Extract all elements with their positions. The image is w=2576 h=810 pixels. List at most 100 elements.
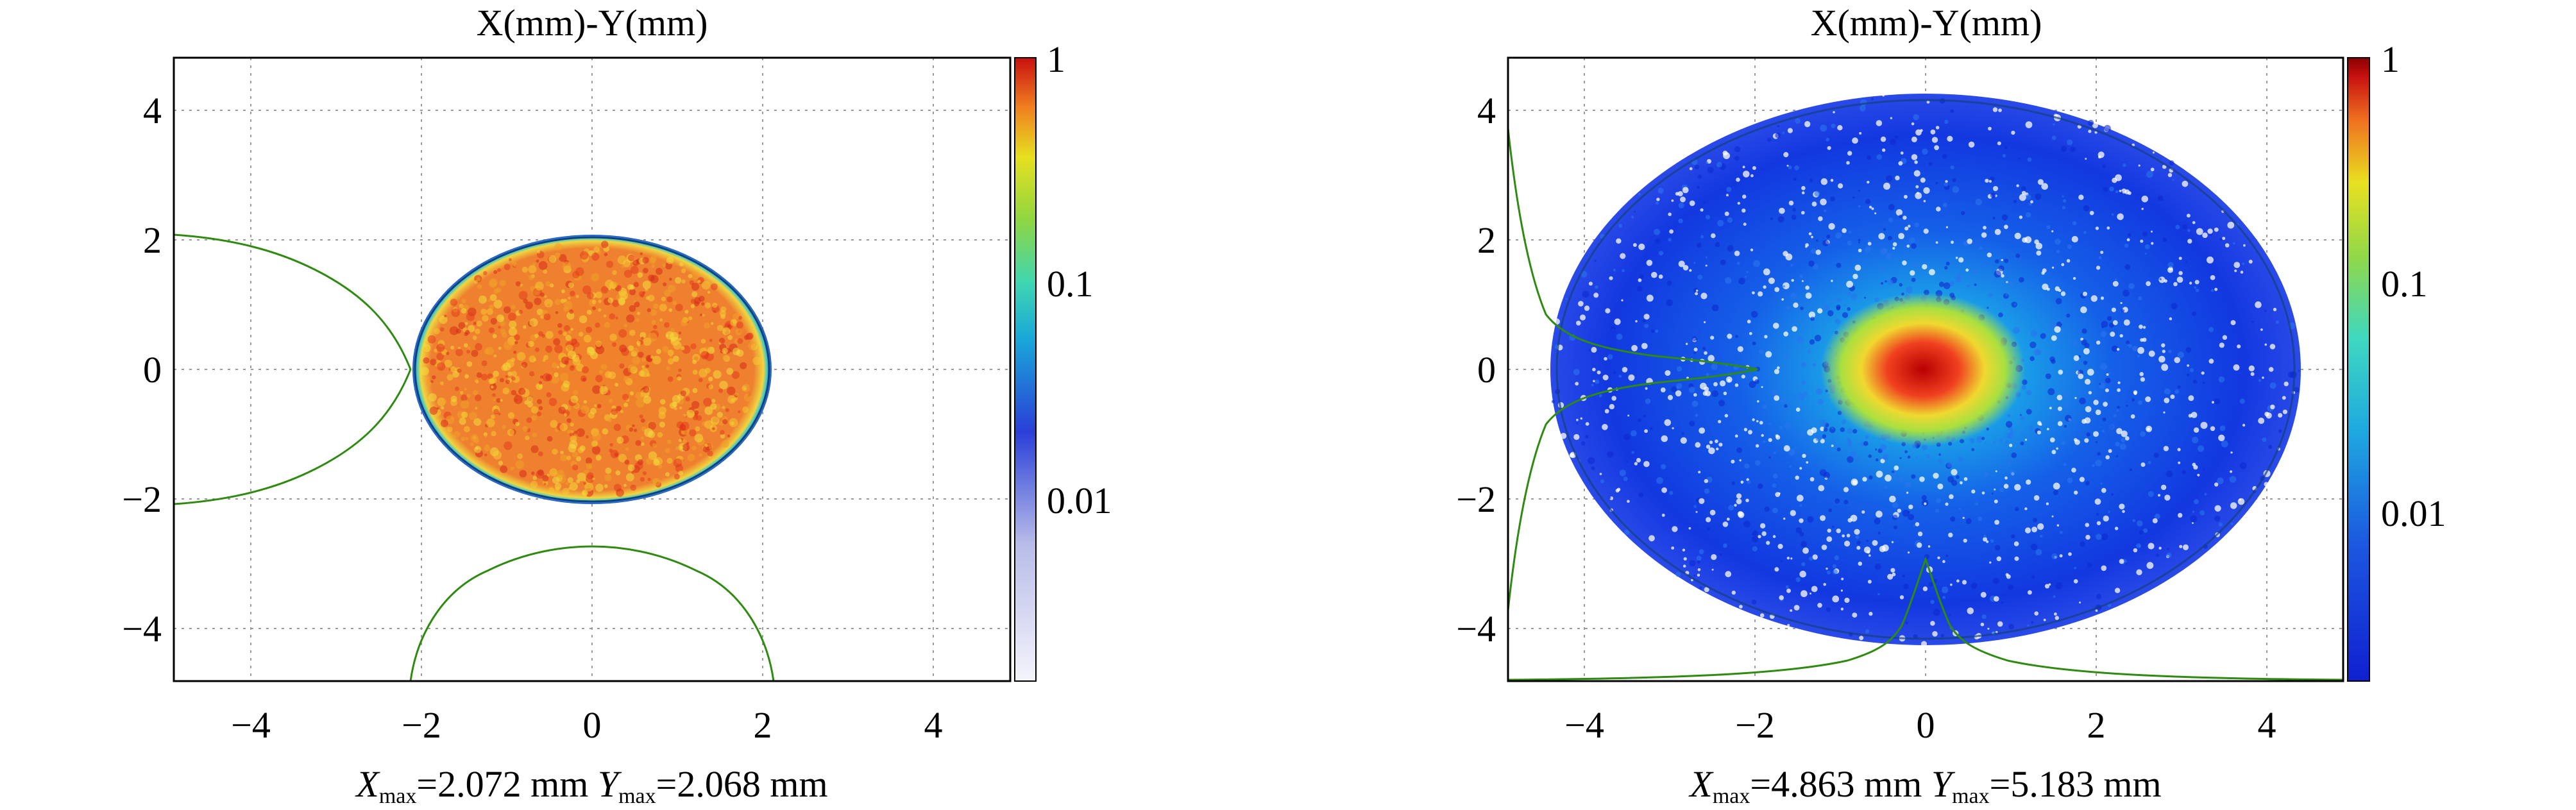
speckle-dot xyxy=(1651,271,1657,278)
speckle-dot xyxy=(1827,528,1831,533)
speckle-dot xyxy=(515,393,518,397)
speckle-dot xyxy=(1704,321,1706,323)
speckle-dot xyxy=(498,326,501,329)
speckle-dot xyxy=(1865,629,1870,634)
speckle-dot xyxy=(648,451,657,460)
speckle-dot xyxy=(1616,487,1621,491)
speckle-dot xyxy=(1805,292,1812,299)
speckle-dot xyxy=(1660,387,1666,392)
speckle-dot xyxy=(2096,534,2102,540)
speckle-dot xyxy=(2132,519,2136,522)
speckle-dot xyxy=(704,323,710,329)
speckle-dot xyxy=(669,402,677,409)
speckle-dot xyxy=(1852,428,1858,434)
speckle-dot xyxy=(568,282,574,289)
speckle-dot xyxy=(2146,425,2153,432)
speckle-dot xyxy=(2004,258,2009,264)
speckle-dot xyxy=(1922,264,1928,270)
speckle-dot xyxy=(694,434,704,443)
speckle-dot xyxy=(1747,480,1751,484)
speckle-dot xyxy=(629,284,635,290)
speckle-dot xyxy=(2129,468,2132,471)
speckle-dot xyxy=(1911,474,1916,479)
speckle-dot xyxy=(1693,262,1696,264)
speckle-dot xyxy=(577,446,584,453)
speckle-dot xyxy=(1706,215,1710,220)
speckle-dot xyxy=(2133,390,2138,394)
speckle-dot xyxy=(1864,296,1866,299)
speckle-dot xyxy=(464,332,468,337)
speckle-dot xyxy=(604,474,612,482)
speckle-dot xyxy=(2233,242,2235,245)
speckle-dot xyxy=(586,310,592,315)
speckle-dot xyxy=(1903,194,1908,199)
speckle-dot xyxy=(2119,443,2126,450)
speckle-dot xyxy=(1591,346,1597,353)
speckle-dot xyxy=(1792,208,1796,212)
speckle-dot xyxy=(642,385,650,393)
speckle-dot xyxy=(1842,312,1849,318)
speckle-dot xyxy=(1945,502,1949,506)
speckle-dot xyxy=(545,374,553,382)
speckle-dot xyxy=(2066,314,2071,318)
speckle-dot xyxy=(643,396,652,404)
speckle-dot xyxy=(1638,243,1645,250)
speckle-dot xyxy=(437,398,446,407)
speckle-dot xyxy=(2165,470,2173,478)
speckle-dot xyxy=(1970,582,1978,589)
speckle-dot xyxy=(2169,317,2173,321)
speckle-dot xyxy=(1695,292,1699,296)
speckle-dot xyxy=(602,428,609,435)
speckle-dot xyxy=(2111,213,2114,216)
speckle-dot xyxy=(668,259,672,262)
speckle-dot xyxy=(432,375,436,380)
speckle-dot xyxy=(1731,590,1736,595)
speckle-dot xyxy=(1859,131,1862,135)
speckle-dot xyxy=(1711,233,1716,239)
speckle-dot xyxy=(2101,565,2107,571)
speckle-dot xyxy=(2189,368,2194,373)
speckle-dot xyxy=(1579,314,1586,321)
speckle-dot xyxy=(699,453,703,457)
speckle-dot xyxy=(2080,306,2087,314)
speckle-dot xyxy=(447,426,453,432)
speckle-dot xyxy=(1631,451,1634,454)
speckle-dot xyxy=(2178,512,2183,518)
speckle-dot xyxy=(1810,316,1815,321)
speckle-dot xyxy=(1743,223,1747,226)
speckle-dot xyxy=(1724,414,1728,418)
speckle-dot xyxy=(1737,346,1743,352)
speckle-dot xyxy=(708,291,711,294)
speckle-dot xyxy=(623,402,629,407)
speckle-dot xyxy=(2243,244,2246,247)
speckle-dot xyxy=(2163,411,2165,414)
speckle-dot xyxy=(1695,510,1698,513)
speckle-dot xyxy=(727,395,736,404)
speckle-dot xyxy=(1734,383,1739,387)
speckle-dot xyxy=(536,411,542,417)
speckle-dot xyxy=(629,289,636,296)
speckle-dot xyxy=(651,264,655,268)
speckle-dot xyxy=(2190,515,2198,523)
speckle-dot xyxy=(481,373,488,381)
speckle-dot xyxy=(2037,179,2044,185)
speckle-dot xyxy=(2284,381,2289,387)
speckle-dot xyxy=(446,415,455,424)
speckle-dot xyxy=(1894,465,1899,471)
speckle-dot xyxy=(641,365,645,369)
speckle-dot xyxy=(2078,373,2084,380)
speckle-dot xyxy=(2221,440,2228,448)
speckle-dot xyxy=(704,407,713,415)
speckle-dot xyxy=(2185,260,2188,263)
speckle-dot xyxy=(2142,337,2147,342)
speckle-dot xyxy=(1782,131,1785,134)
speckle-dot xyxy=(475,394,482,401)
speckle-dot xyxy=(742,406,749,413)
speckle-dot xyxy=(1804,121,1811,128)
speckle-dot xyxy=(1739,605,1743,609)
speckle-dot xyxy=(464,426,470,432)
speckle-dot xyxy=(1935,509,1940,513)
speckle-dot xyxy=(493,409,499,415)
speckle-dot xyxy=(1711,304,1719,312)
speckle-dot xyxy=(2092,122,2098,128)
